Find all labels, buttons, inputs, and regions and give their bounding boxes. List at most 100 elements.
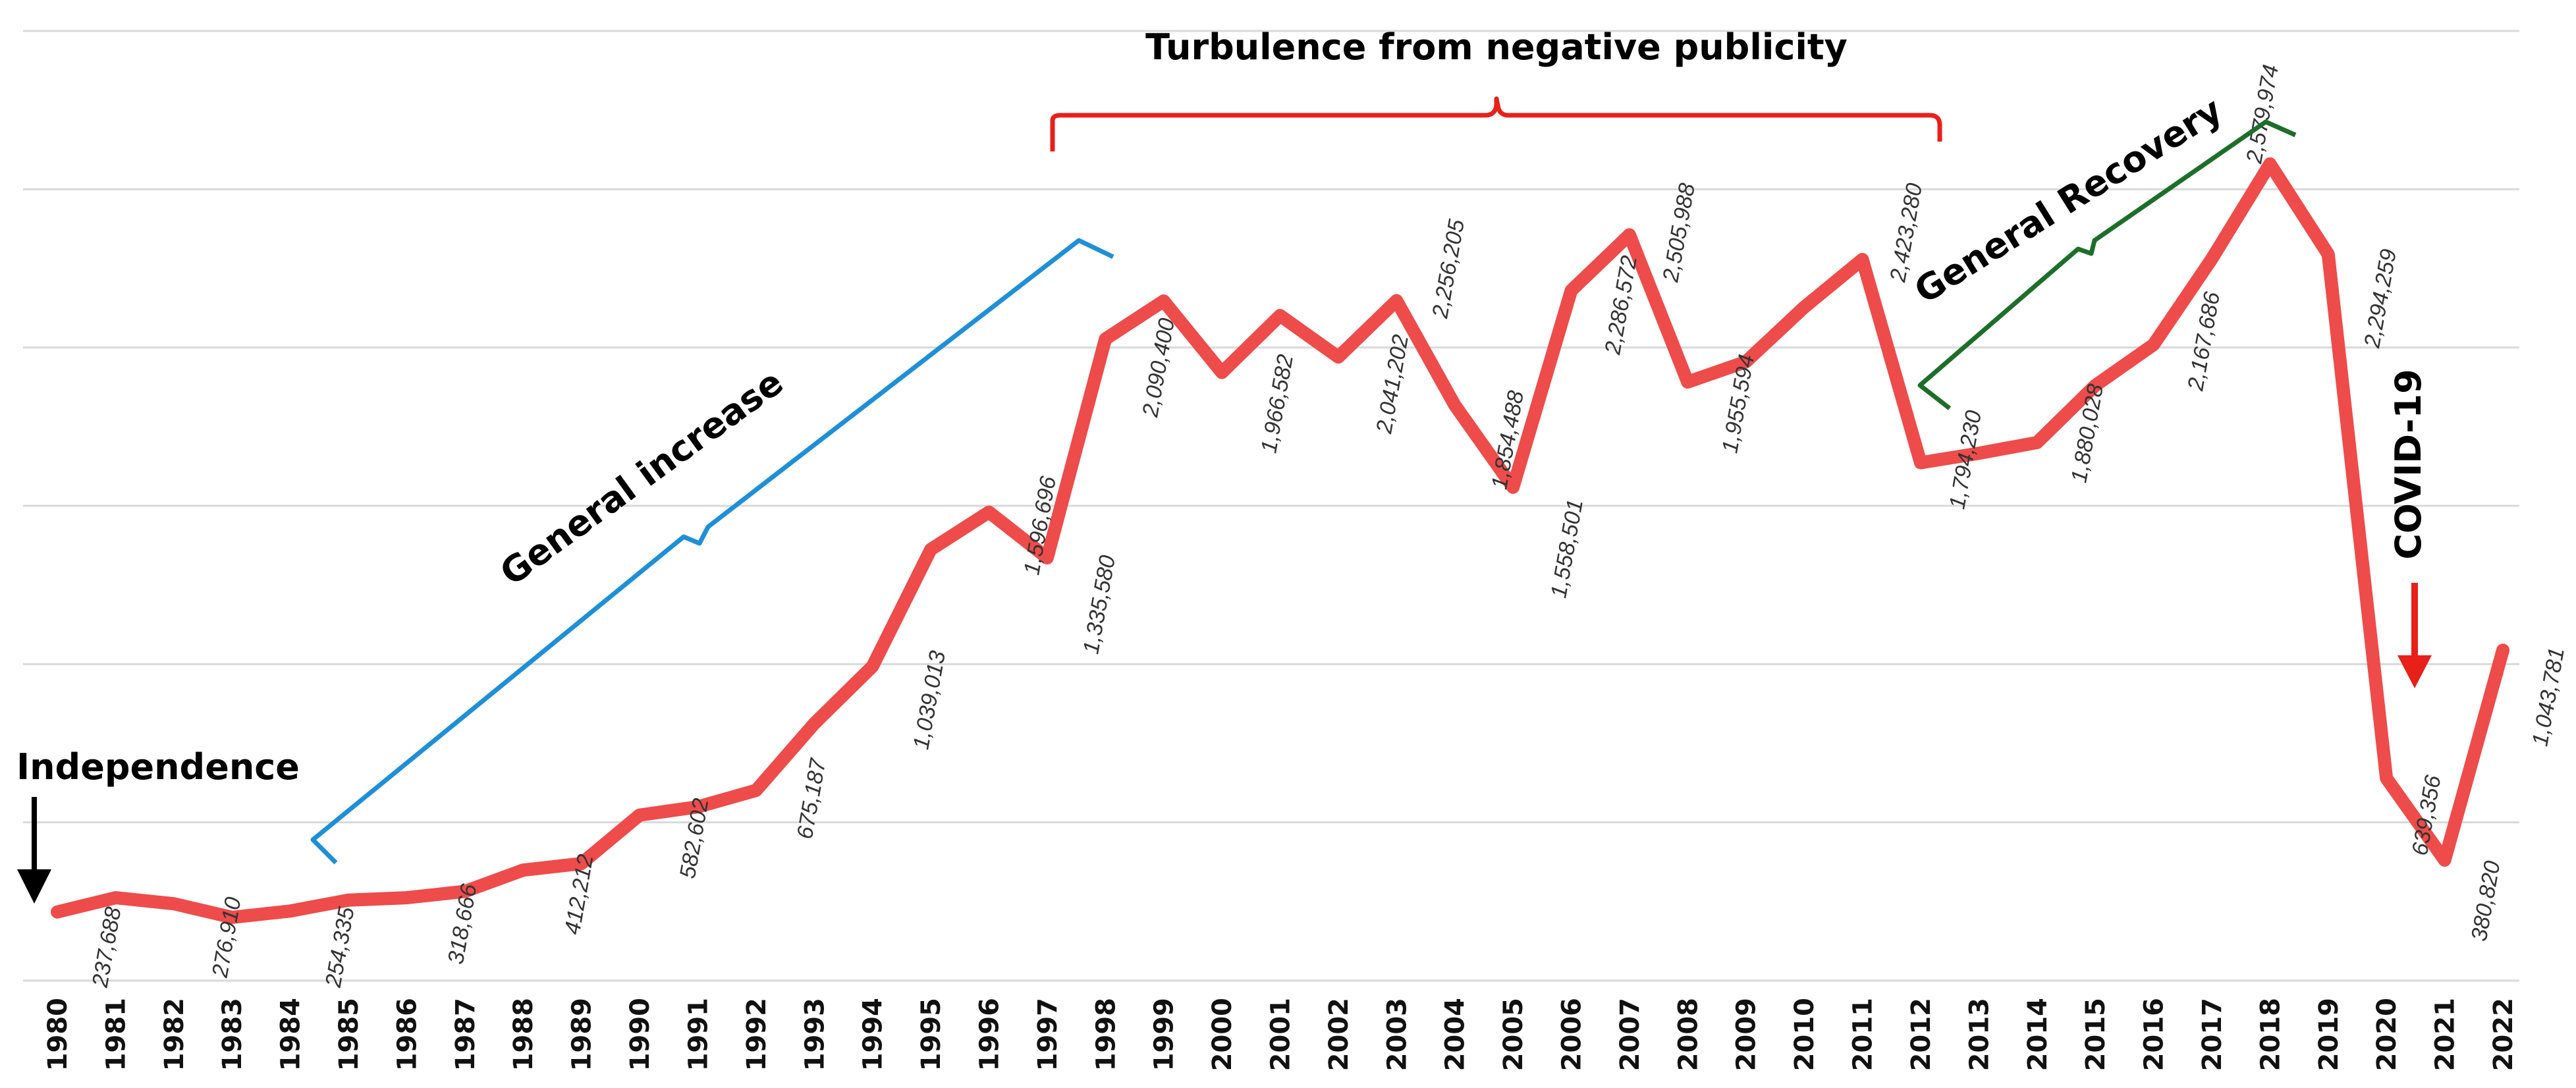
data-point <box>1862 259 1863 260</box>
data-label: 1,966,582 <box>1256 352 1298 455</box>
x-tick-label: 2017 <box>2197 998 2228 1071</box>
x-tick-label: 2019 <box>2314 998 2344 1071</box>
x-tick-label: 1981 <box>101 998 131 1071</box>
data-point <box>57 911 58 913</box>
data-point <box>348 900 349 901</box>
data-point <box>1803 307 1805 308</box>
data-point <box>755 790 757 791</box>
data-point <box>988 512 989 513</box>
data-point <box>1920 462 1921 464</box>
turbulence-annotation: Turbulence from negative publicity <box>1050 26 1942 151</box>
data-label: 2,505,988 <box>1658 181 1700 285</box>
x-tick-label: 1997 <box>1033 998 1063 1071</box>
data-point <box>115 897 116 898</box>
data-point <box>1629 234 1630 236</box>
x-tick-label: 1984 <box>276 998 306 1071</box>
x-tick-label: 1994 <box>858 998 889 1071</box>
data-label: 1,043,781 <box>2527 645 2569 748</box>
data-points <box>57 163 2504 918</box>
x-tick-label: 2008 <box>1673 998 1703 1071</box>
x-tick-label: 2002 <box>1324 998 1354 1071</box>
independence-annotation: Independence <box>16 746 300 904</box>
x-tick-label: 1983 <box>217 998 248 1071</box>
data-label: 254,335 <box>321 905 360 990</box>
data-label: 675,187 <box>792 756 831 841</box>
data-label: 2,167,686 <box>2183 290 2225 393</box>
x-tick-label: 2000 <box>1207 998 1238 1071</box>
x-tick-label: 2014 <box>2023 998 2053 1071</box>
x-tick-label: 1986 <box>392 998 422 1071</box>
x-tick-label: 2007 <box>1615 998 1645 1071</box>
x-tick-label: 2010 <box>1790 998 1820 1071</box>
x-tick-label: 1982 <box>159 998 190 1071</box>
data-point <box>2269 163 2270 165</box>
turbulence-label: Turbulence from negative publicity <box>1145 26 1848 68</box>
data-point <box>930 549 931 550</box>
data-point <box>173 903 175 904</box>
x-tick-label: 2001 <box>1266 998 1296 1071</box>
x-tick-label: 1996 <box>974 998 1004 1071</box>
general-recovery-label: General Recovery <box>1907 89 2230 312</box>
x-tick-label: 2013 <box>1964 998 1994 1071</box>
data-point <box>1280 315 1281 316</box>
data-label: 237,688 <box>88 905 126 990</box>
data-point <box>2153 344 2154 345</box>
x-tick-label: 2016 <box>2139 998 2170 1071</box>
data-label: 1,335,580 <box>1078 553 1120 656</box>
x-tick-label: 1985 <box>334 998 364 1071</box>
turbulence-bracket <box>1050 96 1942 151</box>
x-tick-label: 1988 <box>508 998 539 1071</box>
general-recovery-bracket <box>1917 119 2297 410</box>
x-tick-label: 2021 <box>2430 998 2461 1071</box>
data-point <box>522 869 524 871</box>
data-label: 1,558,501 <box>1546 497 1588 600</box>
x-axis-tick-labels: 1980 1981 1982 1983 1984 1985 1986 1987 1988 1989… <box>43 998 2519 1071</box>
x-tick-label: 2012 <box>1906 998 1936 1071</box>
data-point <box>406 897 407 898</box>
x-tick-label: 1998 <box>1091 998 1121 1071</box>
data-point <box>2328 254 2329 255</box>
data-point <box>2211 258 2212 259</box>
x-tick-label: 2022 <box>2488 998 2519 1071</box>
data-point <box>1105 339 1106 340</box>
data-line-series <box>51 157 2509 924</box>
x-tick-label: 1995 <box>916 998 946 1071</box>
data-label: 2,256,205 <box>1427 217 1469 321</box>
data-label: 2,090,400 <box>1137 316 1180 420</box>
x-tick-label: 1992 <box>742 998 772 1071</box>
x-tick-label: 2015 <box>2081 998 2111 1071</box>
data-point <box>639 815 640 816</box>
data-label: 380,820 <box>2467 859 2506 943</box>
general-increase-label: General increase <box>493 362 791 594</box>
data-point <box>1687 381 1688 383</box>
x-tick-label: 2003 <box>1382 998 1412 1071</box>
general-recovery-annotation: General Recovery <box>1907 89 2297 410</box>
data-point <box>1454 404 1456 406</box>
data-point <box>2502 649 2504 651</box>
covid-annotation: COVID-19 <box>2388 369 2432 688</box>
x-tick-label: 1999 <box>1149 998 1180 1071</box>
independence-label: Independence <box>16 746 300 788</box>
data-point <box>1163 300 1165 302</box>
data-point <box>1221 372 1222 373</box>
data-point <box>1512 487 1514 488</box>
data-point <box>1396 300 1397 302</box>
data-label: 2,294,259 <box>2359 247 2401 350</box>
data-labels: 237,688 276,910 254,335 318,666 412,212582,6… <box>88 63 2569 990</box>
data-point <box>2386 778 2387 779</box>
x-tick-label: 2011 <box>1848 998 1878 1071</box>
general-increase-annotation: General increase <box>310 238 1114 865</box>
covid-arrow-head <box>2398 655 2432 688</box>
x-tick-label: 2020 <box>2372 998 2402 1071</box>
x-tick-label: 2005 <box>1498 998 1529 1071</box>
x-tick-label: 1991 <box>683 998 713 1071</box>
data-label: 2,579,974 <box>2241 63 2284 166</box>
data-point <box>1571 290 1572 291</box>
covid-label: COVID-19 <box>2388 369 2429 559</box>
general-increase-bracket <box>310 238 1114 865</box>
data-point <box>2444 859 2446 861</box>
x-tick-label: 2006 <box>1557 998 1587 1071</box>
x-tick-label: 2009 <box>1732 998 1762 1071</box>
x-tick-label: 1987 <box>451 998 481 1071</box>
